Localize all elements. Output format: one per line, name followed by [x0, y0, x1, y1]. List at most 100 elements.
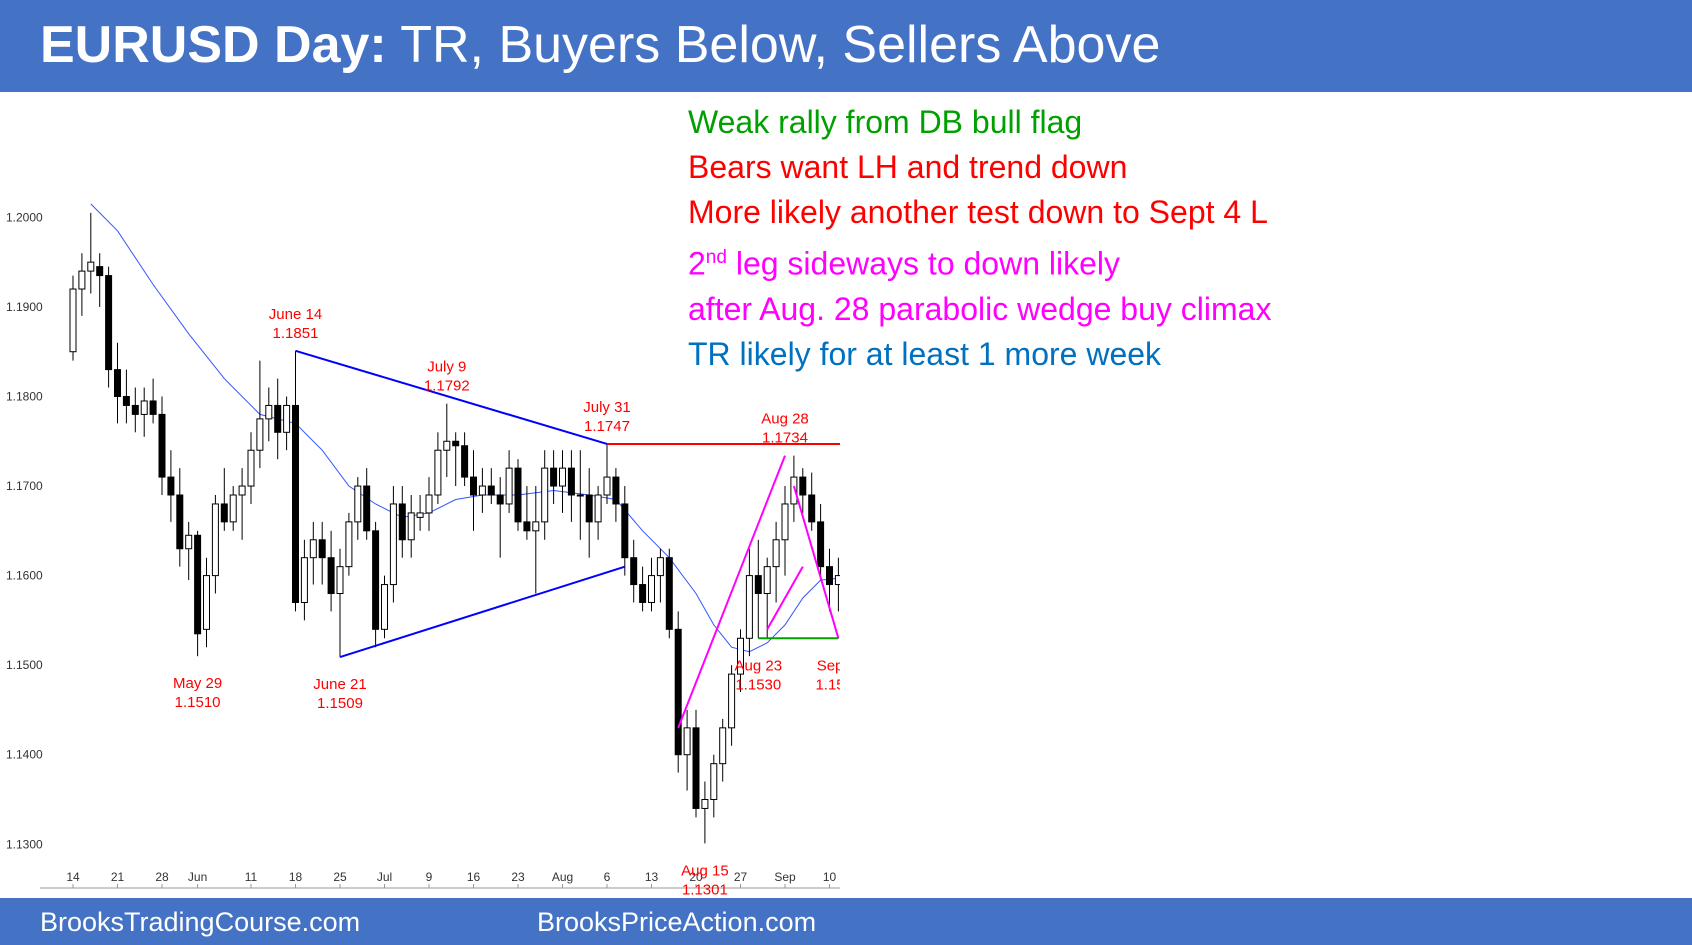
candle-2	[87, 212, 95, 294]
candle-36	[389, 486, 397, 603]
candle-body-bull	[309, 539, 317, 559]
candle-21	[256, 360, 264, 469]
candle-body-bull	[229, 494, 237, 523]
candle-body-bull	[203, 575, 210, 630]
candle-body-bear	[96, 266, 104, 277]
candle-body-bull	[140, 400, 148, 415]
candle-body-bear	[550, 467, 558, 487]
wedge-back-line	[766, 566, 804, 630]
annotation-date: Aug 28	[761, 411, 809, 428]
candle-body-bull	[737, 637, 744, 675]
candle-57	[576, 450, 584, 540]
candle-80	[781, 486, 789, 576]
y-tick-label-7: 1.1300	[6, 837, 43, 851]
candle-6	[122, 369, 130, 424]
triangle-bottom-line	[339, 565, 626, 659]
candle-body-bull	[790, 476, 798, 505]
candle-37	[398, 486, 406, 558]
candle-55	[559, 450, 566, 513]
candle-49	[505, 450, 513, 513]
annotation-3: Aug 28 1.1734	[761, 411, 809, 447]
candle-72	[710, 754, 718, 818]
note-tr-likely: TR likely for at least 1 more week	[688, 335, 1162, 372]
triangle-top-line	[295, 349, 608, 445]
candle-12	[176, 468, 184, 567]
candle-body-bear	[105, 275, 113, 371]
candle-38	[407, 495, 415, 558]
candle-body-bull	[185, 534, 193, 550]
candle-body-bull	[425, 494, 433, 514]
candle-body-bull	[407, 512, 415, 541]
note-second-leg: 2nd leg sideways to down likely	[688, 235, 1271, 287]
y-tick-label-3: 1.1700	[6, 479, 43, 493]
candle-34	[372, 521, 380, 648]
candle-body-bull	[701, 798, 709, 809]
candle-body-bear	[692, 727, 700, 809]
candle-body-bear	[220, 503, 228, 523]
footer-link-price-action[interactable]: BrooksPriceAction.com	[537, 907, 817, 937]
title-instrument: EURUSD Day:	[40, 16, 387, 74]
candle-64	[639, 566, 647, 612]
annotations-layer: June 14 1.1851 July 9 1.1792 July 31 1.1747 Au…	[173, 306, 840, 898]
annotation-date: Aug 23	[735, 657, 783, 674]
candle-24	[283, 396, 291, 451]
candle-body-bull	[389, 503, 397, 586]
candle-body-bear	[665, 557, 673, 630]
candle-59	[594, 486, 602, 540]
candle-56	[567, 450, 575, 522]
wedge-down-line	[792, 485, 840, 639]
candle-10	[158, 396, 166, 495]
y-axis: 1.2000 1.1900 1.1800 1.1700 1.1600 1.1500 1.14…	[6, 210, 43, 851]
candle-71	[701, 781, 709, 844]
candle-77	[754, 539, 762, 639]
candle-79	[772, 521, 780, 603]
candle-body-bear	[398, 503, 406, 541]
candle-body-bull	[594, 494, 602, 523]
candle-body-bull	[443, 440, 451, 451]
candle-27	[309, 521, 317, 585]
annotation-4: May 29 1.1510	[173, 675, 222, 711]
candle-body-bull	[211, 503, 219, 577]
footer-link-trading-course[interactable]: BrooksTradingCourse.com	[40, 907, 361, 937]
candle-body-bear	[496, 494, 504, 505]
candle-31	[345, 512, 353, 576]
candle-7	[131, 387, 139, 433]
candle-body-bear	[567, 467, 575, 496]
x-tick-label-11: Aug	[552, 870, 573, 884]
candle-body-bear	[372, 530, 380, 630]
y-tick-label-5: 1.1500	[6, 658, 43, 672]
candle-42	[443, 403, 451, 478]
annotation-price: 1.1734	[762, 430, 808, 447]
annotation-price: 1.1510	[175, 694, 221, 711]
candle-67	[665, 548, 673, 639]
annotation-date: July 9	[427, 359, 466, 376]
candle-body-bull	[69, 288, 77, 353]
candle-body-bear	[176, 494, 184, 550]
annotation-date: July 31	[583, 399, 631, 416]
annotation-date: May 29	[173, 675, 222, 692]
candle-28	[318, 521, 326, 585]
note-wedge-climax: after Aug. 28 parabolic wedge buy climax	[688, 290, 1272, 327]
candle-body-bull	[834, 575, 840, 586]
candle-body-bear	[639, 584, 647, 603]
candle-body-bear	[523, 521, 531, 532]
candle-body-bull	[256, 418, 264, 451]
candle-32	[354, 477, 362, 540]
candle-62	[621, 486, 629, 576]
candle-82	[799, 468, 807, 513]
candle-40	[425, 477, 433, 531]
candle-75	[737, 629, 744, 693]
candle-1	[78, 253, 86, 316]
x-axis: 14 21 28 Jun 11 18 25 Jul 9 16 23 Aug 6 13 20 27 Sep 10	[40, 870, 840, 889]
candle-body-bull	[434, 449, 442, 496]
candle-body-bear	[470, 476, 477, 496]
candle-body-bear	[327, 557, 335, 595]
candle-body-bull	[354, 485, 362, 523]
candle-body-bear	[158, 413, 166, 478]
candle-23	[274, 378, 282, 460]
note-weak-rally: Weak rally from DB bull flag	[688, 104, 1083, 140]
y-tick-label-6: 1.1400	[6, 748, 43, 762]
candle-body-bear	[754, 575, 762, 595]
candle-body-bull	[283, 404, 291, 433]
note-test-down: More likely another test down to Sept 4 …	[688, 194, 1268, 230]
